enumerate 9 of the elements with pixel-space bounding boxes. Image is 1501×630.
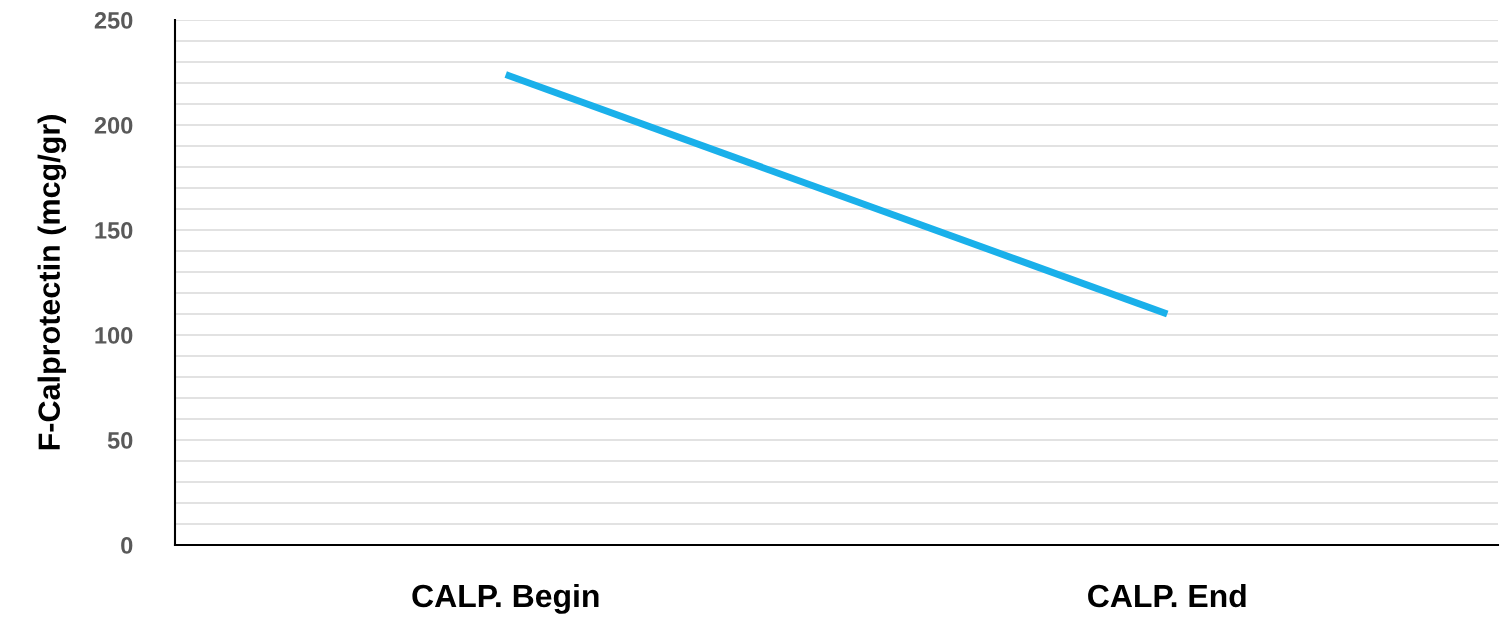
y-tick-label: 0 — [121, 537, 133, 554]
x-tick-label: CALP. End — [1088, 583, 1246, 608]
y-tick-label: 100 — [95, 327, 133, 344]
x-tick-label: CALP. Begin — [412, 583, 599, 614]
y-axis-title: F-Calprotectin (mcg/gr) — [37, 115, 67, 450]
y-tick-label: 200 — [94, 117, 133, 134]
y-tick-label: 50 — [107, 432, 133, 449]
y-tick-label: 150 — [95, 222, 133, 239]
y-tick-label: 250 — [94, 12, 133, 29]
